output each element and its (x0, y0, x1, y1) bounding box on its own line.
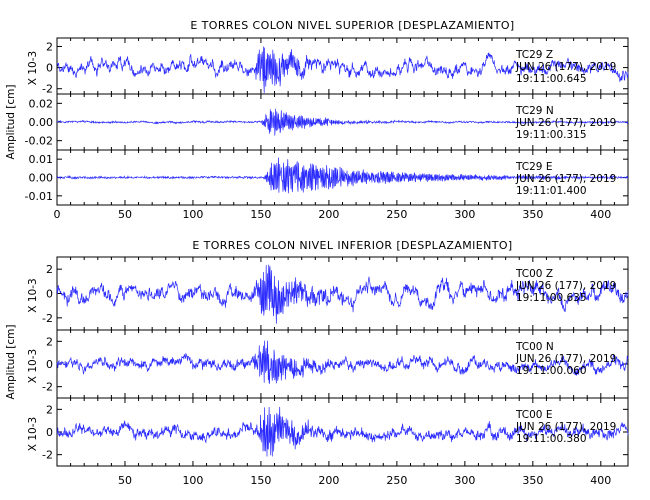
y-tick-label: 0.01 (29, 153, 54, 166)
trace-annotation: TC29 E (515, 161, 552, 173)
trace-annotation: TC00 N (515, 341, 554, 353)
x-tick-label: 100 (182, 474, 203, 487)
seismic-trace (56, 157, 629, 194)
seismic-trace (56, 264, 629, 324)
y-tick-label: 0.00 (29, 172, 54, 185)
panel-y-label: X 10-3 (27, 278, 39, 312)
y-tick-label: -2 (42, 449, 53, 462)
trace-annotation: TC29 N (515, 105, 554, 117)
x-tick-label: 150 (250, 208, 271, 221)
trace-annotation: JUN 26 (177), 2019 (515, 421, 616, 433)
trace-annotation: JUN 26 (177), 2019 (515, 353, 616, 365)
x-tick-label: 0 (54, 208, 61, 221)
y-tick-label: -2 (42, 312, 53, 325)
y-tick-label: 0 (46, 358, 53, 371)
seismic-trace (56, 108, 629, 136)
x-tick-label: 50 (118, 474, 132, 487)
y-tick-label: -2 (42, 83, 53, 96)
y-tick-label: -2 (42, 381, 53, 394)
chart-title: E TORRES COLON NIVEL INFERIOR [DESPLAZAM… (192, 239, 512, 252)
y-tick-label: -0.02 (25, 135, 53, 148)
x-tick-label: 200 (318, 474, 339, 487)
trace-annotation: 19:11:00.060 (516, 365, 587, 377)
y-tick-label: -0.01 (25, 190, 53, 203)
x-tick-label: 400 (590, 474, 611, 487)
trace-annotation: JUN 26 (177), 2019 (515, 117, 616, 129)
x-tick-label: 100 (182, 208, 203, 221)
panel-y-label: X 10-3 (27, 349, 39, 383)
y-tick-label: 2 (46, 40, 53, 53)
trace-annotation: JUN 26 (177), 2019 (515, 280, 616, 292)
x-tick-label: 300 (454, 474, 475, 487)
y-tick-label: 2 (46, 335, 53, 348)
y-axis-label: Amplitud [cm] (5, 325, 17, 400)
y-tick-label: 0 (46, 288, 53, 301)
x-tick-label: 150 (250, 474, 271, 487)
y-tick-label: 0.02 (29, 97, 54, 110)
trace-annotation: 19:11:01.400 (516, 185, 587, 197)
y-tick-label: 0 (46, 62, 53, 75)
trace-annotation: 19:11:00.380 (516, 433, 587, 445)
panel-y-label: X 10-3 (27, 51, 39, 85)
x-tick-label: 400 (590, 208, 611, 221)
chart-title: E TORRES COLON NIVEL SUPERIOR [DESPLAZAM… (190, 19, 514, 32)
x-tick-label: 250 (386, 208, 407, 221)
trace-annotation: JUN 26 (177), 2019 (515, 61, 616, 73)
trace-annotation: TC00 Z (515, 268, 553, 280)
trace-annotation: TC29 Z (515, 49, 553, 61)
trace-annotation: 19:11:00.315 (516, 129, 587, 141)
seismic-trace (56, 340, 629, 385)
y-tick-label: 2 (46, 403, 53, 416)
trace-annotation: 19:11:00.645 (516, 73, 587, 85)
x-tick-label: 200 (318, 208, 339, 221)
trace-annotation: JUN 26 (177), 2019 (515, 173, 616, 185)
seismic-trace (56, 406, 629, 457)
seismic-trace (56, 46, 629, 94)
y-tick-label: 0.00 (29, 116, 54, 129)
x-tick-label: 250 (386, 474, 407, 487)
y-axis-label: Amplitud [cm] (5, 85, 17, 160)
x-tick-label: 300 (454, 208, 475, 221)
x-tick-label: 50 (118, 208, 132, 221)
x-tick-label: 350 (522, 474, 543, 487)
x-tick-label: 350 (522, 208, 543, 221)
y-tick-label: 0 (46, 426, 53, 439)
panel-y-label: X 10-3 (27, 417, 39, 451)
trace-annotation: 19:11:00.635 (516, 292, 587, 304)
y-tick-label: 2 (46, 263, 53, 276)
trace-annotation: TC00 E (515, 409, 552, 421)
